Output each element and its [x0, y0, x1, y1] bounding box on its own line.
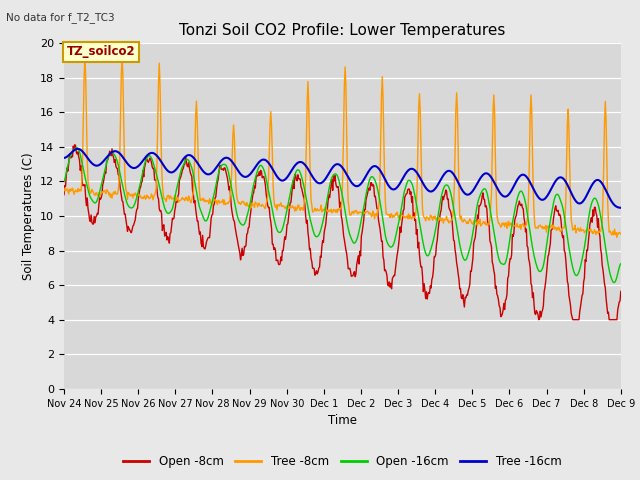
Text: TZ_soilco2: TZ_soilco2 — [67, 45, 136, 58]
Legend: Open -8cm, Tree -8cm, Open -16cm, Tree -16cm: Open -8cm, Tree -8cm, Open -16cm, Tree -… — [118, 450, 566, 472]
Y-axis label: Soil Temperatures (C): Soil Temperatures (C) — [22, 152, 35, 280]
X-axis label: Time: Time — [328, 414, 357, 427]
Text: No data for f_T2_TC3: No data for f_T2_TC3 — [6, 12, 115, 23]
Title: Tonzi Soil CO2 Profile: Lower Temperatures: Tonzi Soil CO2 Profile: Lower Temperatur… — [179, 23, 506, 38]
